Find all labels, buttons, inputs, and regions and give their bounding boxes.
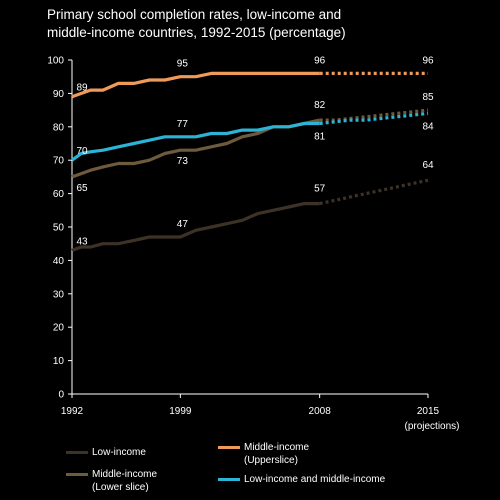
- legend-item-middle-lower: Middle-income (Lower slice): [66, 468, 216, 496]
- data-label-low-income-and-middle-income-2015: 84: [422, 121, 434, 132]
- legend-swatch-middle-upper: [218, 446, 240, 449]
- data-label-low-income-1999: 47: [177, 219, 189, 230]
- y-tick-label-80: 80: [53, 122, 65, 133]
- y-tick-label-60: 60: [53, 189, 65, 200]
- data-label-low-income-and-middle-income-1992: 70: [76, 146, 88, 157]
- data-label-low-income-and-middle-income-2008: 81: [314, 131, 326, 142]
- data-label-low-income-and-middle-income-1999: 77: [177, 119, 189, 130]
- y-tick-label-0: 0: [58, 390, 64, 401]
- y-tick-label-100: 100: [47, 56, 64, 67]
- data-label-middle-income-upperslice-2015: 96: [422, 55, 434, 66]
- x-tick-label-1992: 1992: [61, 406, 84, 417]
- data-label-middle-income-upperslice-2008: 96: [314, 55, 326, 66]
- data-label-low-income-2008: 57: [314, 184, 326, 195]
- data-label-middle-income-lower-slice-2015: 85: [422, 92, 434, 103]
- data-label-middle-income-upperslice-1999: 95: [177, 59, 189, 70]
- data-label-middle-income-lower-slice-2008: 82: [314, 100, 326, 111]
- data-label-low-income-2015: 64: [422, 160, 434, 171]
- legend-item-low-income: Low-income: [66, 446, 216, 460]
- x-tick-label-1999: 1999: [169, 406, 192, 417]
- chart-title-line-2: middle-income countries, 1992-2015 (perc…: [47, 25, 346, 40]
- series-projection-low-income: [319, 178, 429, 206]
- y-tick-label-40: 40: [53, 256, 65, 267]
- series-line-low-income: [71, 202, 320, 252]
- legend-label-middle-upper-2: (Upperslice): [244, 455, 298, 466]
- x-tick-label-2008: 2008: [309, 406, 332, 417]
- legend-label-middle-upper-1: Middle-income: [244, 442, 310, 453]
- legend-swatch-middle-lower: [66, 473, 88, 476]
- y-tick-label-50: 50: [53, 223, 65, 234]
- series-projection-middle-income-lower-slice: [319, 108, 429, 122]
- y-tick-label-10: 10: [53, 356, 65, 367]
- chart-title-line-1: Primary school completion rates, low-inc…: [47, 7, 342, 22]
- legend-swatch-low-and-middle: [218, 478, 240, 481]
- y-tick-label-20: 20: [53, 323, 65, 334]
- legend-label-low-and-middle: Low-income and middle-income: [244, 474, 386, 485]
- legend-item-low-and-middle: Low-income and middle-income: [218, 473, 418, 487]
- projections-note: (projections): [404, 421, 459, 432]
- series-projection-low-income-and-middle-income: [319, 111, 429, 126]
- x-tick-label-2015: 2015: [417, 406, 440, 417]
- legend-label-middle-lower-1: Middle-income: [92, 469, 158, 480]
- legend-label-low-income: Low-income: [92, 447, 146, 458]
- legend-swatch-low-income: [66, 451, 88, 454]
- y-tick-label-70: 70: [53, 156, 65, 167]
- data-label-middle-income-upperslice-1992: 89: [76, 83, 88, 94]
- chart-title: Primary school completion rates, low-inc…: [47, 6, 467, 42]
- series-line-low-income-and-middle-income: [71, 121, 320, 162]
- y-tick-label-90: 90: [53, 89, 65, 100]
- series-line-middle-income-upperslice: [71, 71, 320, 99]
- data-label-low-income-1992: 43: [76, 236, 88, 247]
- legend-label-middle-lower-2: (Lower slice): [92, 482, 149, 493]
- data-label-middle-income-lower-slice-1999: 73: [177, 156, 189, 167]
- y-tick-label-30: 30: [53, 289, 65, 300]
- legend-item-middle-upper: Middle-income (Upperslice): [218, 441, 398, 469]
- data-label-middle-income-lower-slice-1992: 65: [76, 183, 88, 194]
